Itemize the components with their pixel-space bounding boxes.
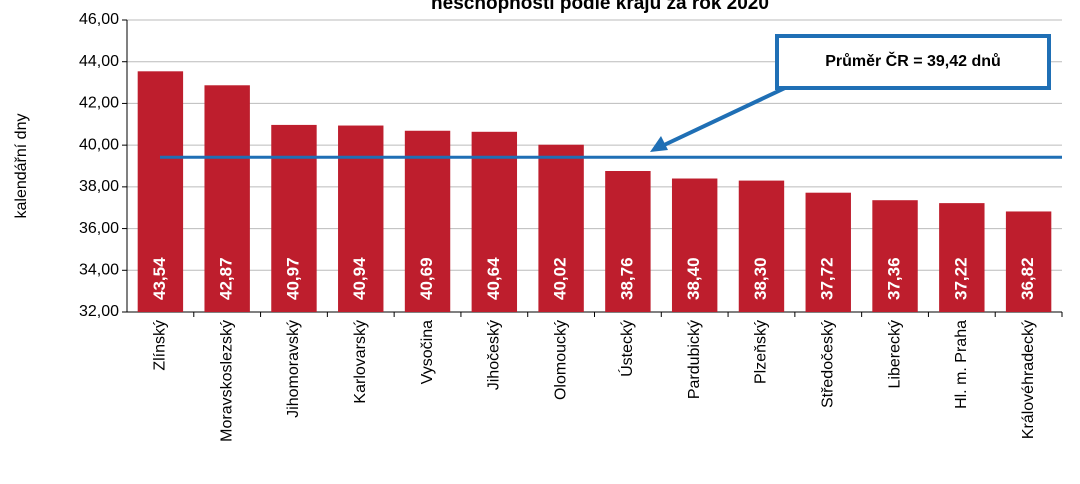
y-axis-label: kalendářní dny (13, 114, 30, 219)
y-tick-label: 44,00 (79, 53, 119, 70)
value-label: 40,64 (484, 257, 503, 300)
y-tick-label: 46,00 (79, 11, 119, 28)
arrow-line (661, 86, 786, 148)
bar (204, 85, 250, 312)
value-label: 37,22 (951, 257, 970, 300)
annotation: Průměr ČR = 39,42 dnů (825, 51, 1001, 70)
value-label: 37,72 (818, 257, 837, 300)
x-tick-label: Pardubický (686, 320, 703, 399)
bar (137, 71, 184, 313)
bar (939, 203, 985, 312)
bar (671, 178, 718, 312)
x-tick-label: Jihočeský (486, 320, 503, 390)
x-tick-label: Středočeský (819, 320, 836, 408)
bar (471, 131, 518, 312)
x-tick-label: Plzeňský (753, 320, 770, 384)
x-tick-label: Vysočina (419, 320, 436, 384)
annotation-box (775, 34, 1051, 90)
bar (605, 171, 651, 312)
value-label: 40,94 (350, 257, 369, 300)
x-tick-label: Jihomoravský (285, 320, 302, 418)
x-tick-label: Zlínský (152, 320, 169, 371)
x-tick-label: Ústecký (617, 320, 636, 377)
x-tick-label: Liberecký (886, 320, 903, 388)
x-tick-label: Hl. m. Praha (953, 320, 970, 409)
bar (538, 144, 584, 312)
value-label: 40,02 (551, 257, 570, 300)
value-label: 37,36 (885, 257, 904, 300)
bar (872, 200, 918, 312)
x-tick-label: Moravskoslezský (218, 320, 235, 442)
arrow-head (650, 136, 668, 152)
bar (404, 130, 451, 312)
y-tick-label: 34,00 (79, 262, 119, 279)
y-tick-label: 40,00 (79, 136, 119, 153)
value-label: 42,87 (217, 257, 236, 300)
bar (1005, 211, 1052, 312)
x-tick-label: Karlovarský (352, 320, 369, 404)
y-tick-label: 32,00 (79, 303, 119, 320)
value-label: 36,82 (1018, 257, 1037, 300)
bar (805, 192, 851, 312)
x-tick-label: Olomoucký (552, 320, 569, 400)
bar (738, 180, 785, 312)
value-label: 43,54 (150, 257, 169, 300)
y-tick-label: 36,00 (79, 220, 119, 237)
y-tick-label: 38,00 (79, 178, 119, 195)
value-label: 38,76 (617, 257, 636, 300)
chart-title: neschopnosti podle krajů za rok 2020 (431, 0, 769, 14)
value-label: 38,40 (684, 257, 703, 300)
x-tick-label: Královéhradecký (1020, 320, 1037, 439)
value-label: 38,30 (751, 257, 770, 300)
value-label: 40,97 (283, 257, 302, 300)
y-tick-label: 42,00 (79, 95, 119, 112)
value-label: 40,69 (417, 257, 436, 300)
